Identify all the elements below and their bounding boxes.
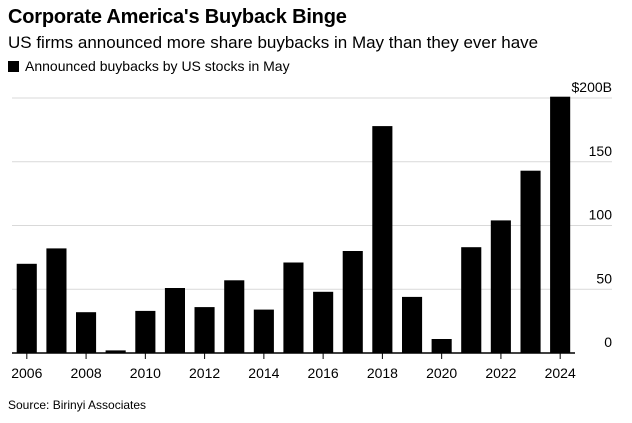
y-tick-label: 100 (589, 207, 613, 223)
legend: Announced buybacks by US stocks in May (8, 58, 290, 74)
x-tick-label: 2018 (367, 365, 398, 381)
x-tick-label: 2006 (11, 365, 42, 381)
bar-2007 (46, 248, 67, 353)
bar-2011 (164, 288, 185, 353)
x-tick-label: 2008 (71, 365, 102, 381)
bar-2010 (135, 310, 156, 353)
y-tick-label: 150 (589, 143, 613, 159)
y-axis-ticks: 0 50 100 150 $200B (572, 79, 613, 350)
bar-2008 (76, 312, 97, 353)
bar-2006 (16, 263, 37, 354)
bar-2015 (283, 262, 304, 353)
bar-2022 (490, 220, 511, 353)
bar-2013 (224, 280, 245, 353)
bar-2024 (550, 96, 571, 353)
x-axis-ticks: 2006 2008 2010 2012 2014 2016 2018 2020 2022 2024 (11, 353, 576, 381)
chart-subtitle: US firms announced more share buybacks i… (8, 33, 539, 52)
chart-title: Corporate America's Buyback Binge (8, 6, 347, 28)
bar-2018 (372, 126, 393, 353)
bar-2014 (253, 309, 274, 353)
bar-2016 (313, 291, 334, 353)
bar-2019 (402, 296, 423, 353)
source-note: Source: Birinyi Associates (8, 398, 147, 412)
y-tick-label: 0 (604, 334, 612, 350)
bar-2012 (194, 307, 215, 353)
y-tick-label: $200B (572, 79, 612, 95)
y-tick-label: 50 (596, 270, 612, 286)
legend-label: Announced buybacks by US stocks in May (25, 58, 290, 74)
legend-swatch (8, 60, 19, 72)
bar-2021 (461, 247, 482, 353)
bar-2023 (520, 170, 541, 353)
x-tick-label: 2014 (248, 365, 279, 381)
x-tick-label: 2024 (545, 365, 576, 381)
bars (16, 96, 571, 354)
x-tick-label: 2016 (308, 365, 339, 381)
x-tick-label: 2010 (130, 365, 161, 381)
x-tick-label: 2020 (426, 365, 457, 381)
x-tick-label: 2012 (189, 365, 220, 381)
x-tick-label: 2022 (485, 365, 516, 381)
bar-2020 (431, 339, 452, 353)
bar-2009 (105, 350, 126, 353)
bar-2017 (342, 251, 363, 353)
